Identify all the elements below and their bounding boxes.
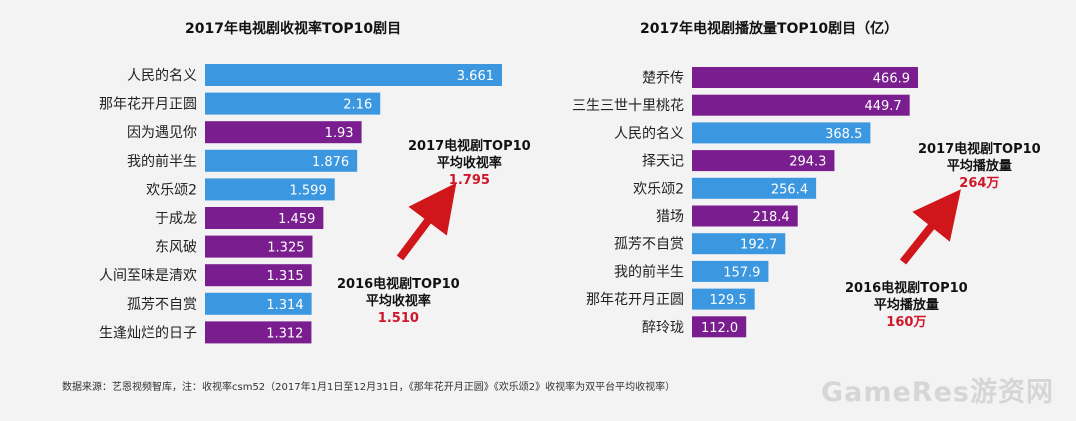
right-bar-9 <box>692 288 755 310</box>
right-category-label-2: 三生三世十里桃花 <box>572 98 684 114</box>
left-category-label-5: 欢乐颂2 <box>146 182 197 198</box>
right-category-label-1: 楚乔传 <box>642 71 684 87</box>
right-trend-arrow <box>899 189 961 265</box>
left-bar-9 <box>205 292 312 315</box>
left-value-label-1: 3.661 <box>457 69 494 84</box>
left-bar-4 <box>205 149 358 172</box>
right-bar-10 <box>692 316 747 338</box>
right-value-label-2: 449.7 <box>864 99 901 114</box>
left-value-label-4: 1.876 <box>312 155 349 170</box>
right-value-label-1: 466.9 <box>873 72 910 87</box>
right-bar-7 <box>692 233 786 255</box>
left-value-label-6: 1.459 <box>278 212 315 227</box>
right-category-label-4: 择天记 <box>642 154 684 170</box>
right-2017-line1: 2017电视剧TOP10 <box>918 142 1041 157</box>
left-value-label-8: 1.315 <box>266 269 303 284</box>
watermark-logo: GameRes游资网 <box>820 377 1054 408</box>
right-category-label-7: 孤芳不自赏 <box>614 236 684 253</box>
left-bar-5 <box>205 178 335 201</box>
left-category-label-10: 生逢灿烂的日子 <box>99 325 197 341</box>
right-category-label-5: 欢乐颂2 <box>633 181 684 197</box>
right-category-label-6: 猎场 <box>656 209 684 225</box>
right-bar-4 <box>692 150 835 172</box>
right-value-label-10: 112.0 <box>701 321 738 336</box>
left-category-label-3: 因为遇见你 <box>127 125 197 141</box>
right-category-label-8: 我的前半生 <box>614 263 684 280</box>
right-category-label-10: 醉玲珑 <box>642 320 684 336</box>
left-2016-value: 1.510 <box>377 311 419 326</box>
left-category-label-1: 人民的名义 <box>127 68 197 84</box>
right-category-label-9: 那年花开月正圆 <box>586 292 684 308</box>
left-value-label-10: 1.312 <box>266 326 303 341</box>
left-category-label-2: 那年花开月正圆 <box>99 97 197 113</box>
left-2016-line1: 2016电视剧TOP10 <box>337 277 460 292</box>
left-2016-avg-annotation: 2016电视剧TOP10 平均收视率 1.510 <box>337 276 460 327</box>
left-value-label-3: 1.93 <box>325 126 354 141</box>
right-2017-value: 264万 <box>959 176 1000 191</box>
left-bar-7 <box>205 235 313 258</box>
right-bar-5 <box>692 177 817 199</box>
right-bar-1 <box>692 67 918 88</box>
right-2016-avg-annotation: 2016电视剧TOP10 平均播放量 160万 <box>845 280 968 331</box>
right-value-label-4: 294.3 <box>789 155 826 170</box>
left-bar-1 <box>205 64 502 86</box>
left-chart-title: 2017年电视剧收视率TOP10剧目 <box>185 21 402 37</box>
left-category-label-9: 孤芳不自赏 <box>127 296 197 313</box>
left-value-label-7: 1.325 <box>267 241 304 256</box>
right-2016-line2: 平均播放量 <box>873 298 939 313</box>
left-2017-value: 1.795 <box>448 173 490 188</box>
right-value-label-7: 192.7 <box>740 238 777 253</box>
left-category-label-6: 于成龙 <box>155 211 197 227</box>
right-bar-8 <box>692 260 769 282</box>
left-2017-avg-annotation: 2017电视剧TOP10 平均收视率 1.795 <box>408 138 531 189</box>
left-bar-3 <box>205 121 362 144</box>
right-category-label-3: 人民的名义 <box>614 126 684 142</box>
right-bar-3 <box>692 122 871 144</box>
left-bar-8 <box>205 264 312 287</box>
left-2017-line2: 平均收视率 <box>436 156 502 171</box>
right-2017-line2: 平均播放量 <box>946 159 1012 174</box>
left-bar-2 <box>205 92 381 115</box>
left-value-label-5: 1.599 <box>290 183 327 198</box>
left-trend-arrow <box>396 182 457 261</box>
right-chart-title: 2017年电视剧播放量TOP10剧目（亿） <box>640 21 899 37</box>
data-source-footnote: 数据来源：艺恩视频智库，注：收视率csm52（2017年1月1日至12月31日，… <box>62 382 676 393</box>
left-value-label-9: 1.314 <box>266 298 303 313</box>
left-bar-10 <box>205 321 312 344</box>
left-value-label-2: 2.16 <box>343 98 372 113</box>
right-value-label-5: 256.4 <box>771 182 808 197</box>
left-2017-line1: 2017电视剧TOP10 <box>408 139 531 154</box>
left-category-label-7: 东风破 <box>155 240 197 256</box>
left-category-label-8: 人间至味是清欢 <box>99 268 197 284</box>
left-bar-group: 人民的名义 3.661 那年花开月正圆 2.16 因为遇见你 1.93 我的前半生 1.876… <box>99 64 502 344</box>
right-2016-value: 160万 <box>886 315 927 330</box>
right-bar-group: 楚乔传 466.9 三生三世十里桃花 449.7 人民的名义 368.5 择天记 294.3 欢… <box>572 67 918 338</box>
right-2016-line1: 2016电视剧TOP10 <box>845 281 968 296</box>
right-value-label-3: 368.5 <box>825 127 862 142</box>
left-2016-line2: 平均收视率 <box>365 294 431 309</box>
right-bar-6 <box>692 205 798 227</box>
right-value-label-9: 129.5 <box>709 293 746 308</box>
right-2017-avg-annotation: 2017电视剧TOP10 平均播放量 264万 <box>918 141 1041 192</box>
right-bar-2 <box>692 94 910 116</box>
left-bar-6 <box>205 207 324 229</box>
left-category-label-4: 我的前半生 <box>127 153 197 170</box>
right-value-label-8: 157.9 <box>723 265 760 280</box>
right-value-label-6: 218.4 <box>752 210 789 225</box>
